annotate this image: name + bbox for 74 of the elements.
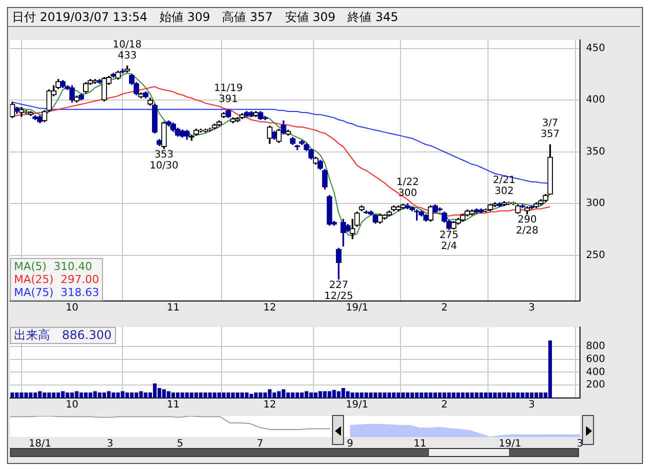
bar bbox=[414, 392, 419, 398]
bar bbox=[484, 392, 488, 398]
x-tick-label: 19/1 bbox=[346, 302, 368, 314]
x-tick-label: 11 bbox=[414, 438, 426, 450]
annotation: 1/22 300 bbox=[396, 177, 419, 200]
bar bbox=[176, 392, 180, 398]
annotation: 275 2/4 bbox=[439, 230, 459, 252]
x-tick-label: 11 bbox=[166, 400, 180, 411]
x-tick-label: 9 bbox=[346, 438, 354, 450]
annotation: 10/18 433 bbox=[112, 39, 142, 62]
bar bbox=[130, 392, 134, 398]
bar bbox=[456, 392, 460, 398]
x-tick-label: 3 bbox=[528, 400, 535, 411]
x-tick-label: 5 bbox=[176, 438, 184, 450]
annotation: 290 2/28 bbox=[516, 214, 538, 237]
bar bbox=[295, 392, 300, 398]
bar bbox=[341, 388, 346, 398]
annotation: 3/7 357 bbox=[540, 118, 560, 140]
bar bbox=[244, 392, 249, 398]
x-tick-label: 10 bbox=[66, 302, 78, 314]
x-tick-label: 3 bbox=[106, 438, 114, 450]
text: MA(75) 318.63 bbox=[14, 286, 100, 299]
bar bbox=[314, 392, 318, 398]
bar bbox=[56, 392, 60, 398]
y-tick-label: 400 bbox=[586, 366, 606, 378]
y-tick-label: 350 bbox=[586, 146, 606, 158]
bar bbox=[79, 392, 84, 398]
bar bbox=[438, 392, 442, 398]
y-tick-label: 300 bbox=[586, 198, 606, 210]
bar bbox=[28, 392, 33, 398]
bar bbox=[364, 392, 368, 398]
bar bbox=[460, 392, 465, 398]
x-tick-label: 19/1 bbox=[346, 400, 368, 411]
y-tick-label: 450 bbox=[586, 42, 606, 54]
x-tick-label: 2 bbox=[441, 400, 448, 411]
x-tick-label: 10 bbox=[66, 400, 78, 411]
x-tick-label: 2 bbox=[441, 302, 448, 314]
y-tick-label: 400 bbox=[586, 94, 606, 106]
bar bbox=[33, 392, 38, 398]
bar bbox=[530, 392, 534, 398]
annotation: 11/19 391 bbox=[214, 82, 243, 105]
bar bbox=[272, 392, 276, 398]
x-tick-label: 18/1 bbox=[28, 438, 52, 450]
bar bbox=[171, 392, 176, 398]
bar bbox=[318, 391, 322, 398]
text: MA(5) 310.40 bbox=[14, 260, 94, 273]
bar bbox=[268, 389, 272, 398]
bar bbox=[198, 392, 203, 398]
bar bbox=[506, 392, 511, 398]
x-tick-label: 12 bbox=[263, 400, 276, 411]
bar bbox=[125, 392, 130, 398]
x-tick-label: 3 bbox=[528, 302, 535, 314]
bar bbox=[387, 392, 392, 398]
bar bbox=[410, 392, 414, 398]
bar bbox=[152, 383, 157, 398]
annotation: 227 12/25 bbox=[324, 280, 354, 302]
x-tick-label: 11 bbox=[166, 302, 180, 314]
bar bbox=[102, 392, 106, 398]
bar bbox=[222, 392, 226, 398]
chart-title: 日付 2019/03/07 13:54 始値 309 高値 357 安値 309 終値 345 bbox=[8, 8, 640, 27]
annotation: 353 10/30 bbox=[150, 149, 178, 172]
y-tick-label: 800 bbox=[586, 340, 606, 352]
y-tick-label: 600 bbox=[586, 354, 606, 365]
bar bbox=[433, 392, 438, 398]
bar bbox=[290, 392, 295, 398]
bar bbox=[10, 392, 14, 398]
y-tick-label: 250 bbox=[586, 250, 606, 262]
text: MA(25) 297.00 bbox=[14, 273, 100, 286]
x-tick-label: 7 bbox=[256, 438, 264, 450]
annotation: 出来高 886.300 bbox=[10, 327, 116, 344]
x-tick-label: 12 bbox=[263, 302, 276, 314]
x-tick-label: 19/1 bbox=[498, 438, 522, 450]
annotation: 2/21 302 bbox=[492, 175, 516, 198]
y-tick-label: 200 bbox=[586, 380, 606, 391]
